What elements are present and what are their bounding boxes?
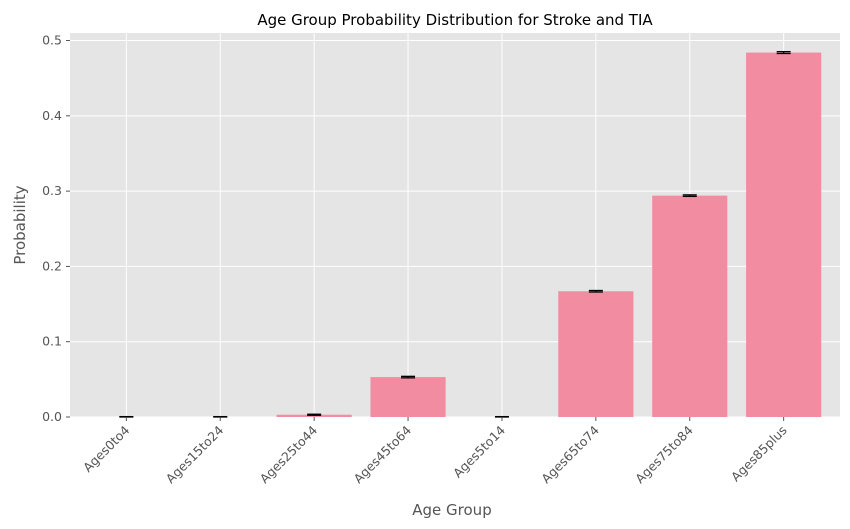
x-tick-label: Ages15to24 bbox=[163, 422, 227, 486]
x-axis-label: Age Group bbox=[412, 501, 491, 519]
grid-lines bbox=[70, 33, 840, 418]
x-tick-label: Ages65to74 bbox=[538, 422, 602, 486]
error-bar bbox=[307, 413, 322, 416]
bar bbox=[370, 377, 446, 417]
y-axis-ticks: 0.0 0.1 0.2 0.3 0.4 0.5 bbox=[42, 33, 70, 424]
x-tick-label: Ages0to4 bbox=[80, 422, 132, 474]
y-tick-label: 0.3 bbox=[42, 183, 62, 198]
x-tick-label: Ages5to14 bbox=[450, 422, 508, 480]
y-axis-label: Probability bbox=[11, 185, 29, 264]
y-tick-label: 0.1 bbox=[42, 334, 62, 349]
error-bar bbox=[682, 194, 697, 198]
bar bbox=[652, 195, 728, 417]
bars bbox=[276, 52, 822, 417]
y-tick-label: 0.2 bbox=[42, 258, 62, 273]
error-bar bbox=[401, 375, 416, 379]
y-tick-label: 0.5 bbox=[42, 33, 62, 48]
bar bbox=[746, 52, 822, 417]
x-tick-label: Ages85plus bbox=[728, 423, 790, 485]
error-bar bbox=[588, 289, 603, 293]
x-tick-label: Ages75to84 bbox=[632, 422, 696, 486]
error-bar bbox=[776, 51, 791, 55]
x-tick-label: Ages45to64 bbox=[350, 422, 414, 486]
y-tick-label: 0.4 bbox=[42, 108, 62, 123]
x-axis-ticks: Ages0to4 Ages15to24 Ages25to44 Ages45to64 Ag… bbox=[80, 417, 790, 486]
y-tick-label: 0.0 bbox=[42, 409, 62, 424]
bar bbox=[558, 291, 634, 417]
error-bars bbox=[119, 51, 791, 418]
chart-title: Age Group Probability Distribution for S… bbox=[257, 11, 653, 29]
x-tick-label: Ages25to44 bbox=[257, 422, 321, 486]
